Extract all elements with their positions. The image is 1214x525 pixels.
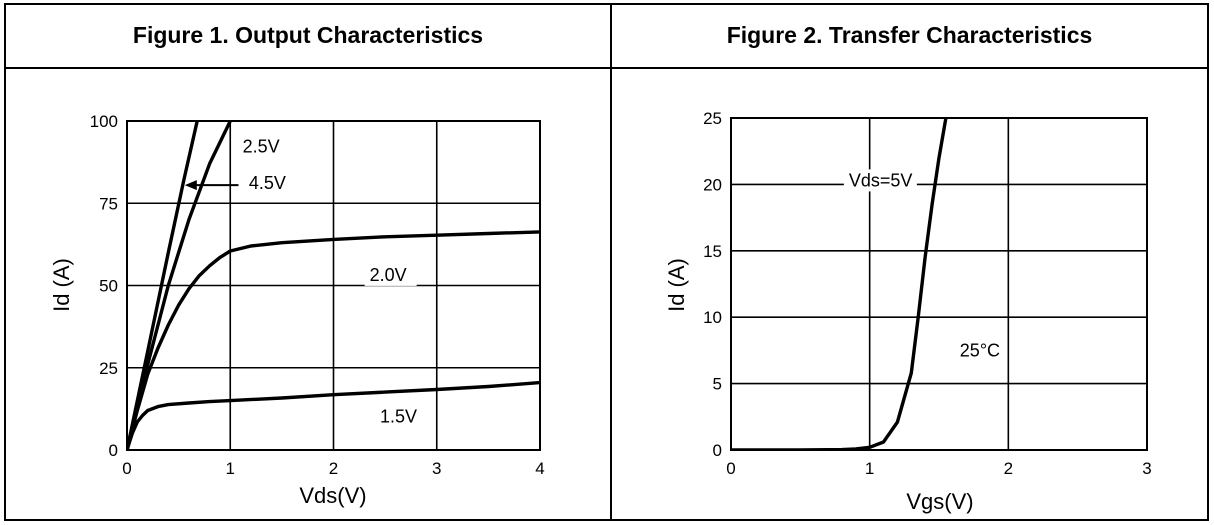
fig2-x-tick-label: 1 — [865, 459, 874, 478]
fig2-y-tick-label: 15 — [703, 242, 722, 261]
fig1-x-tick-label: 1 — [226, 459, 235, 478]
figure1-title: Figure 1. Output Characteristics — [132, 21, 484, 48]
output-characteristics-chart: 0 1 2 3 4 0 25 50 75 100 Vds(V) Id (A) 2.5V 4.5V 2.0V 1… — [49, 112, 545, 508]
fig2-annotation-bg — [843, 169, 917, 192]
fig2-x-tick-label: 0 — [726, 459, 735, 478]
fig2-y-tick-label: 25 — [703, 109, 722, 128]
vertical-divider — [610, 3, 612, 521]
fig1-annotation-0: 2.5V — [243, 137, 280, 157]
fig1-y-tick-label: 25 — [99, 359, 118, 378]
fig2-x-tick-label: 3 — [1142, 459, 1151, 478]
fig2-y-tick-label: 10 — [703, 308, 722, 327]
fig1-series-0 — [127, 120, 199, 450]
fig2-x-tick-label: 2 — [1004, 459, 1013, 478]
fig1-plot-frame — [126, 120, 541, 451]
fig2-annotation-1: 25°C — [960, 340, 1000, 360]
fig1-y-tick-label: 50 — [99, 277, 118, 296]
fig1-x-tick-label: 0 — [122, 459, 131, 478]
fig1-annotation-bg — [237, 135, 290, 158]
fig2-annotation-bg — [954, 339, 1007, 362]
fig2-x-axis-label: Vgs(V) — [906, 489, 973, 514]
figure2-title: Figure 2. Transfer Characteristics — [726, 21, 1093, 48]
fig2-plot-frame — [730, 117, 1148, 451]
fig1-y-tick-label: 0 — [109, 441, 118, 460]
fig1-annotation-1: 4.5V — [249, 173, 286, 193]
fig1-annotation-3: 1.5V — [380, 406, 417, 426]
transfer-characteristics-chart: 0 1 2 3 0 5 10 15 20 25 Vgs(V) Id (A) Vds=5V 25°C — [664, 109, 1152, 514]
fig2-y-axis-label: Id (A) — [664, 258, 689, 312]
fig2-series-0 — [731, 117, 948, 450]
fig2-y-tick-label: 0 — [713, 441, 722, 460]
fig1-annotation-bg — [374, 405, 427, 428]
fig1-y-axis-label: Id (A) — [49, 258, 74, 312]
fig1-x-tick-label: 2 — [329, 459, 338, 478]
fig1-series-3 — [127, 380, 540, 450]
fig1-annotation-bg — [243, 171, 296, 194]
fig2-y-tick-label: 5 — [713, 375, 722, 394]
fig1-arrow-head — [184, 180, 197, 191]
fig1-series-2 — [127, 230, 540, 450]
fig2-y-tick-label: 20 — [703, 175, 722, 194]
fig1-series-1 — [127, 120, 232, 450]
fig1-y-tick-label: 75 — [99, 194, 118, 213]
outer-border — [4, 3, 1209, 521]
fig1-x-axis-label: Vds(V) — [299, 483, 366, 508]
fig1-annotation-2: 2.0V — [370, 265, 407, 285]
fig2-annotation-0: Vds=5V — [849, 170, 913, 190]
header-divider — [4, 67, 1209, 69]
fig1-x-tick-label: 4 — [535, 459, 544, 478]
fig1-x-tick-label: 3 — [432, 459, 441, 478]
fig1-annotation-bg — [364, 263, 417, 286]
fig1-y-tick-label: 100 — [90, 112, 118, 131]
